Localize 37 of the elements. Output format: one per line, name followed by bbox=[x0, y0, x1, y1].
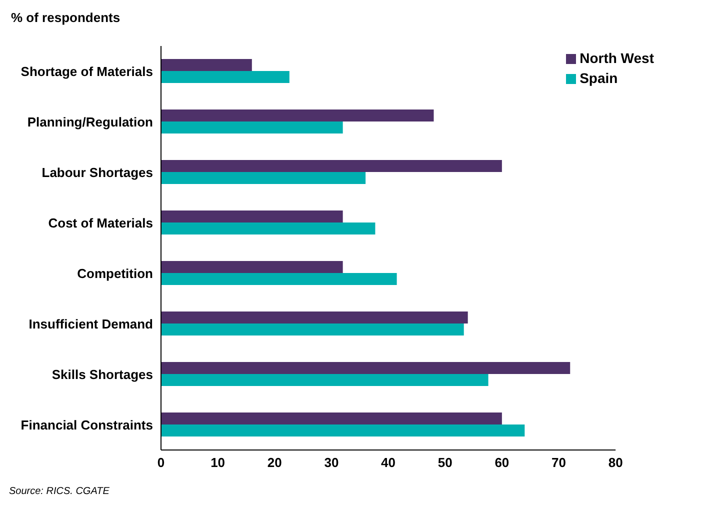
bar bbox=[161, 312, 468, 324]
x-tick-label: 60 bbox=[494, 455, 510, 470]
y-tick-label: Insufficient Demand bbox=[28, 316, 154, 332]
legend-label: Spain bbox=[580, 70, 618, 86]
bar bbox=[161, 210, 343, 222]
bar bbox=[161, 110, 434, 122]
bar bbox=[161, 172, 366, 184]
bar bbox=[161, 59, 252, 71]
bar bbox=[161, 222, 376, 234]
x-tick-label: 50 bbox=[438, 455, 452, 470]
x-tick-label: 70 bbox=[552, 455, 566, 470]
x-tick-label: 0 bbox=[157, 455, 165, 470]
x-tick-label: 40 bbox=[381, 455, 396, 470]
y-tick-label: Shortage of Materials bbox=[20, 64, 153, 79]
legend-label: North West bbox=[580, 50, 654, 66]
y-tick-label: Cost of Materials bbox=[48, 215, 153, 230]
bar bbox=[161, 412, 502, 424]
bar bbox=[161, 424, 525, 436]
chart-title: % of respondents bbox=[10, 9, 122, 27]
y-tick-label: Planning/Regulation bbox=[27, 114, 154, 130]
y-tick-label: Financial Constraints bbox=[20, 417, 153, 432]
x-tick-label: 20 bbox=[267, 455, 282, 470]
y-tick-label: Skills Shortages bbox=[52, 366, 153, 382]
x-tick-label: 80 bbox=[608, 455, 623, 470]
bar bbox=[161, 273, 397, 285]
x-tick-label: 10 bbox=[210, 455, 226, 470]
y-tick-label: Competition bbox=[77, 266, 154, 281]
bar bbox=[161, 362, 570, 374]
bar bbox=[161, 71, 290, 83]
source-note: Source: RICS. CGATE bbox=[8, 486, 110, 497]
bar bbox=[161, 160, 502, 172]
bar bbox=[161, 324, 464, 336]
y-tick-label: Labour Shortages bbox=[42, 164, 153, 180]
bar bbox=[161, 122, 343, 134]
x-tick-label: 30 bbox=[324, 455, 339, 470]
bar bbox=[161, 261, 343, 273]
bar bbox=[161, 374, 488, 386]
